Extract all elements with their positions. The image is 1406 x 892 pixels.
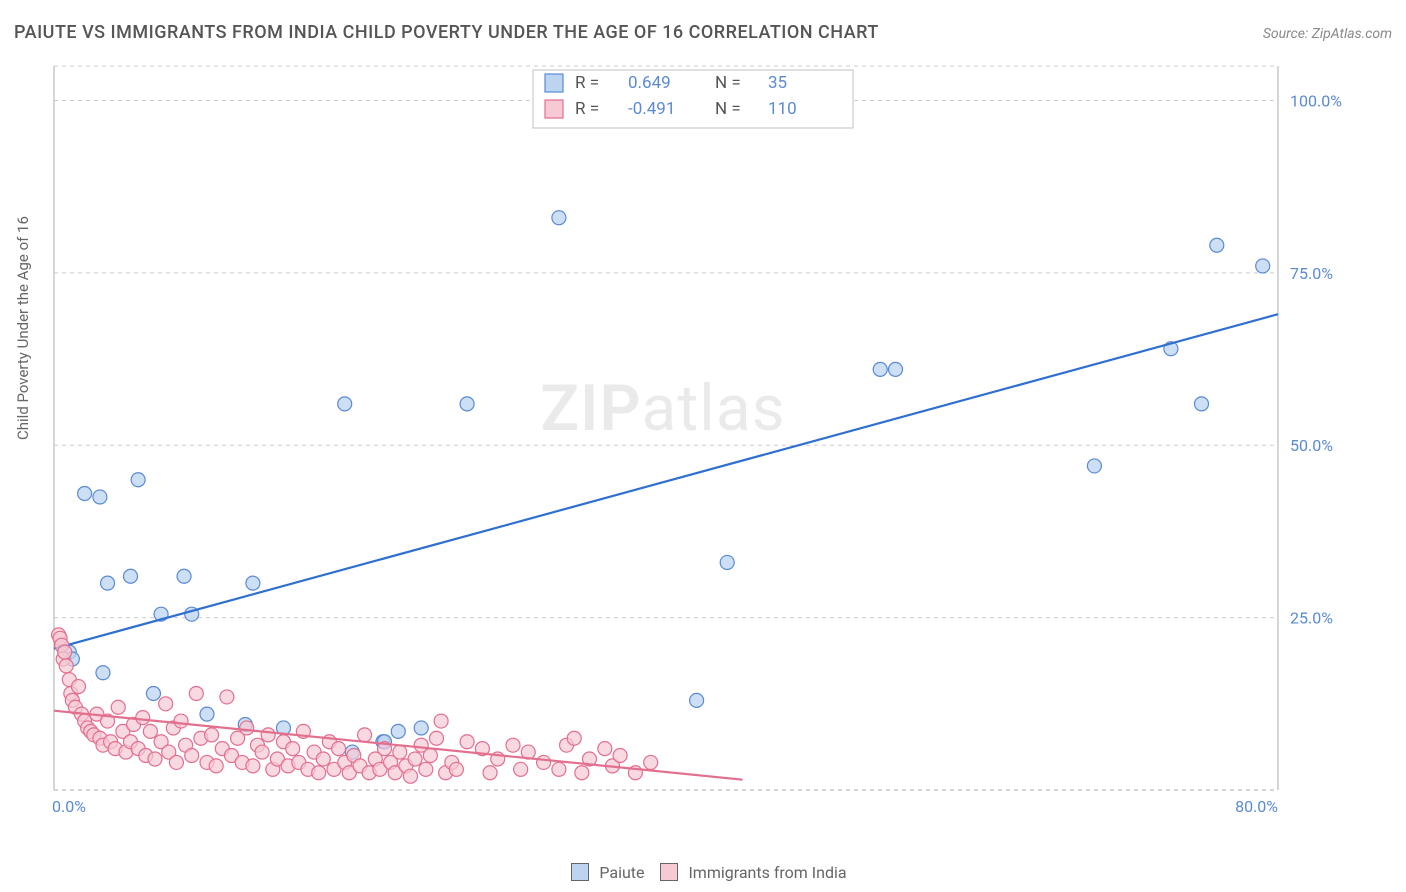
chart-source: Source: ZipAtlas.com [1263, 26, 1392, 42]
svg-text:ZIPatlas: ZIPatlas [540, 371, 785, 446]
svg-text:110: 110 [768, 99, 797, 119]
svg-text:100.0%: 100.0% [1290, 91, 1342, 110]
legend-label-paiute: Paiute [599, 863, 644, 882]
svg-text:0.0%: 0.0% [52, 797, 86, 816]
legend-swatch-india [660, 863, 678, 881]
svg-text:75.0%: 75.0% [1290, 264, 1333, 283]
y-axis-label: Child Poverty Under the Age of 16 [14, 216, 32, 440]
svg-text:-0.491: -0.491 [628, 99, 675, 119]
chart-svg: 25.0% 50.0% 75.0% 100.0% 0.0% 80.0% ZIPatlas R … [48, 60, 1358, 820]
plot-area: 25.0% 50.0% 75.0% 100.0% 0.0% 80.0% ZIPatlas R … [48, 60, 1358, 820]
svg-text:N =: N = [715, 99, 741, 119]
svg-text:35: 35 [768, 73, 787, 93]
svg-text:25.0%: 25.0% [1290, 609, 1333, 628]
svg-text:R =: R = [575, 99, 599, 119]
svg-text:50.0%: 50.0% [1290, 436, 1333, 455]
bottom-legend: Paiute Immigrants from India [0, 863, 1406, 882]
svg-text:N =: N = [715, 73, 741, 93]
svg-text:0.649: 0.649 [628, 73, 671, 93]
chart-header: PAIUTE VS IMMIGRANTS FROM INDIA CHILD PO… [14, 22, 1392, 43]
legend-swatch-paiute [571, 863, 589, 881]
chart-title: PAIUTE VS IMMIGRANTS FROM INDIA CHILD PO… [14, 22, 879, 43]
svg-text:R =: R = [575, 73, 599, 93]
svg-text:80.0%: 80.0% [1235, 797, 1278, 816]
legend-label-india: Immigrants from India [688, 863, 846, 882]
